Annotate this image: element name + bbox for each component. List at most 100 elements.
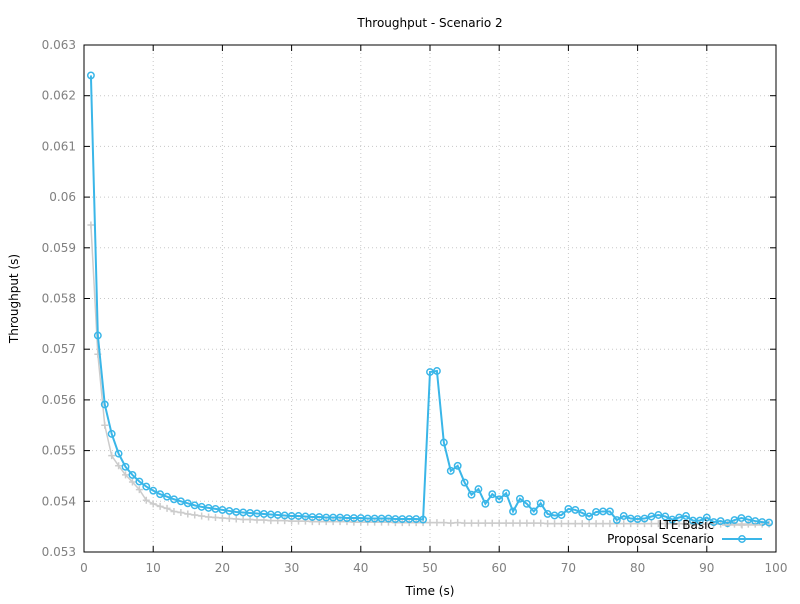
data-point <box>87 221 95 229</box>
data-point <box>108 452 116 460</box>
x-tick-label: 70 <box>561 561 576 575</box>
data-point <box>149 500 157 508</box>
data-point <box>142 496 150 504</box>
y-tick-label: 0.063 <box>42 38 76 52</box>
series-proposal-scenario <box>86 71 774 528</box>
data-point <box>121 462 130 471</box>
y-tick-label: 0.06 <box>49 190 76 204</box>
y-tick-label: 0.056 <box>42 393 76 407</box>
data-point <box>640 514 649 523</box>
data-point <box>723 519 732 528</box>
data-point <box>654 520 662 528</box>
x-tick-label: 80 <box>630 561 645 575</box>
data-point <box>122 471 130 479</box>
data-point <box>530 519 538 527</box>
legend-label: Proposal Scenario <box>607 532 714 546</box>
data-point <box>578 520 586 528</box>
x-tick-label: 100 <box>765 561 788 575</box>
data-point <box>585 512 594 521</box>
data-point <box>163 504 171 512</box>
data-point <box>716 517 725 526</box>
data-point <box>446 466 455 475</box>
data-point <box>571 520 579 528</box>
data-point <box>474 519 482 527</box>
y-tick-label: 0.058 <box>42 292 76 306</box>
data-point <box>654 511 663 519</box>
data-point <box>737 514 746 522</box>
data-point <box>509 519 517 527</box>
y-tick-label: 0.062 <box>42 89 76 103</box>
data-point <box>93 331 102 340</box>
data-point <box>502 519 510 527</box>
data-point <box>536 499 545 508</box>
data-point <box>336 518 344 526</box>
y-tick-label: 0.059 <box>42 241 76 255</box>
data-point <box>170 507 178 515</box>
data-point <box>695 516 704 525</box>
ticks: 0 10 20 30 40 50 60 70 80 90 100 0.053 0.054 0.055 0.0… <box>42 38 788 575</box>
data-point <box>467 490 476 499</box>
data-point <box>114 449 123 458</box>
data-point <box>495 519 503 527</box>
data-point <box>357 518 365 526</box>
data-point <box>703 520 711 528</box>
data-point <box>481 519 489 527</box>
x-tick-label: 40 <box>353 561 368 575</box>
data-point <box>744 520 752 528</box>
data-point <box>647 520 655 528</box>
data-point <box>101 421 109 429</box>
data-point <box>502 489 511 498</box>
data-point <box>350 518 358 526</box>
data-point <box>675 513 684 522</box>
data-point <box>619 512 628 520</box>
data-point <box>329 518 337 526</box>
data-point <box>253 516 261 524</box>
data-point <box>149 486 158 495</box>
data-point <box>661 512 670 521</box>
legend-marker <box>738 521 746 529</box>
data-point <box>419 515 428 524</box>
data-point <box>509 507 517 516</box>
data-point <box>522 499 531 508</box>
data-point <box>543 510 552 518</box>
data-point <box>433 519 441 527</box>
data-point <box>516 494 524 503</box>
data-point <box>557 520 565 528</box>
data-point <box>606 520 614 528</box>
data-point <box>468 519 476 527</box>
data-point <box>578 509 587 517</box>
data-point <box>177 508 185 516</box>
data-point <box>516 519 524 527</box>
y-axis-label: Throughput (s) <box>7 254 21 344</box>
data-point <box>184 510 192 518</box>
data-point <box>86 71 95 80</box>
data-point <box>308 518 316 526</box>
data-point <box>481 499 490 508</box>
data-point <box>544 520 552 528</box>
data-point <box>163 492 171 501</box>
data-point <box>585 520 593 528</box>
data-point <box>537 519 545 527</box>
data-point <box>239 516 247 524</box>
data-point <box>661 520 669 528</box>
data-point <box>439 438 448 447</box>
data-point <box>454 519 462 527</box>
data-point <box>453 461 462 470</box>
data-point <box>205 513 213 521</box>
x-tick-label: 10 <box>146 561 161 575</box>
x-tick-label: 90 <box>699 561 714 575</box>
data-point <box>315 518 323 526</box>
data-point <box>447 519 455 527</box>
y-tick-label: 0.055 <box>42 444 76 458</box>
grid <box>84 45 776 552</box>
data-point <box>682 520 690 528</box>
x-axis-label: Time (s) <box>405 584 455 598</box>
legend-label: LTE Basic <box>658 518 714 532</box>
data-point <box>426 519 434 527</box>
y-tick-label: 0.061 <box>42 139 76 153</box>
data-point <box>668 520 676 528</box>
data-point <box>529 507 538 516</box>
